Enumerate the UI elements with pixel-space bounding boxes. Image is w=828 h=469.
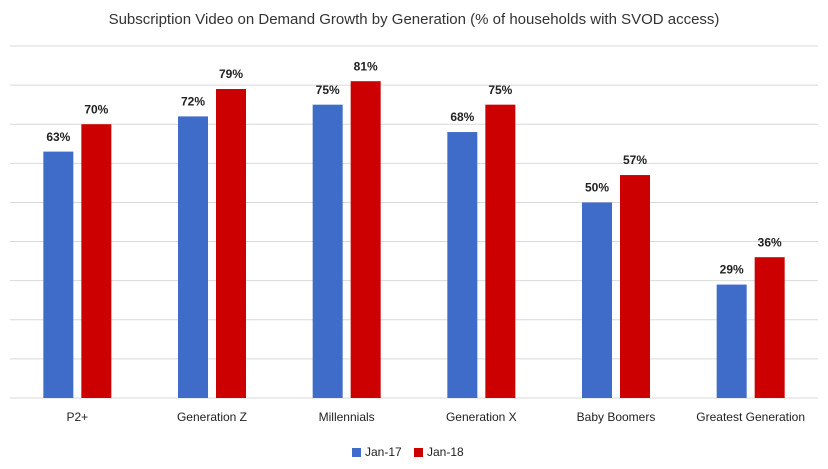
legend-swatch [352, 448, 361, 457]
bar [485, 104, 516, 399]
x-tick-label: P2+ [66, 410, 88, 424]
bar [350, 81, 381, 398]
value-label: 81% [354, 59, 378, 73]
value-label: 75% [488, 83, 512, 97]
value-label: 79% [219, 67, 243, 81]
x-tick-label: Greatest Generation [696, 410, 805, 424]
bar [81, 124, 112, 398]
value-label: 50% [585, 181, 609, 195]
bar [754, 257, 785, 398]
value-label: 70% [84, 102, 108, 116]
legend-label: Jan-18 [427, 445, 464, 459]
value-label: 36% [758, 235, 782, 249]
bar [312, 104, 343, 399]
value-label: 29% [720, 263, 744, 277]
x-tick-label: Baby Boomers [577, 410, 656, 424]
bar [716, 284, 747, 398]
bar [620, 175, 650, 398]
legend-label: Jan-17 [365, 445, 402, 459]
value-label: 57% [623, 153, 647, 167]
value-label: 63% [46, 130, 70, 144]
bar [43, 151, 74, 398]
value-label: 68% [450, 110, 474, 124]
value-label: 75% [316, 83, 340, 97]
bar [582, 202, 612, 398]
x-tick-label: Generation Z [177, 410, 247, 424]
bar [178, 116, 208, 399]
x-tick-label: Generation X [446, 410, 517, 424]
bar [216, 89, 246, 399]
bar [447, 132, 478, 399]
legend-swatch [414, 448, 423, 457]
x-tick-label: Millennials [319, 410, 375, 424]
value-label: 72% [181, 95, 205, 109]
chart-title: Subscription Video on Demand Growth by G… [109, 11, 720, 28]
